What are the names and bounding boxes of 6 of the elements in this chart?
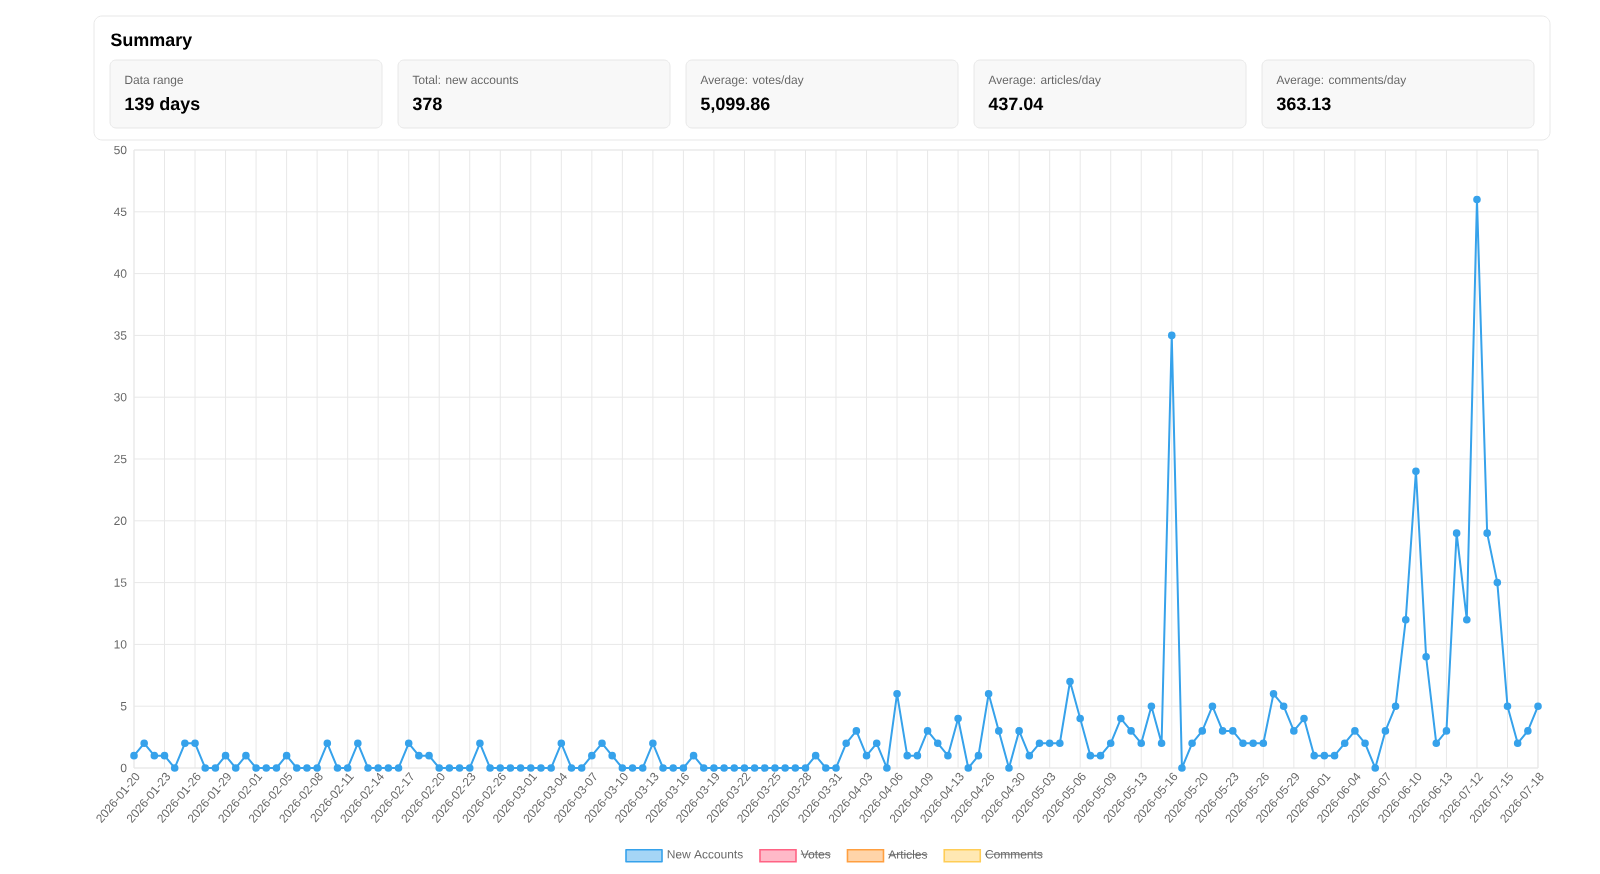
text: Summary: [110, 33, 193, 50]
text: 437.04: [988, 97, 1044, 111]
text: 139 days: [125, 96, 200, 114]
text: 5,099.86: [700, 97, 770, 113]
text: 378: [412, 97, 442, 111]
text: 363.13: [1276, 97, 1331, 111]
